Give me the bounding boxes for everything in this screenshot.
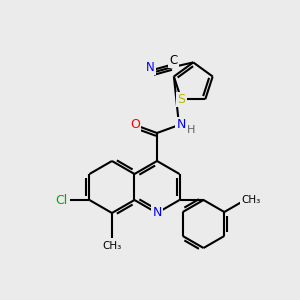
Text: C: C [169, 54, 177, 67]
Text: CH₃: CH₃ [242, 195, 261, 205]
Text: Cl: Cl [55, 194, 68, 206]
Text: S: S [177, 93, 185, 106]
Text: N: N [146, 61, 155, 74]
Text: N: N [152, 206, 162, 220]
Text: H: H [187, 125, 195, 135]
Text: CH₃: CH₃ [102, 241, 122, 251]
Text: O: O [130, 118, 140, 131]
Text: N: N [176, 118, 186, 131]
